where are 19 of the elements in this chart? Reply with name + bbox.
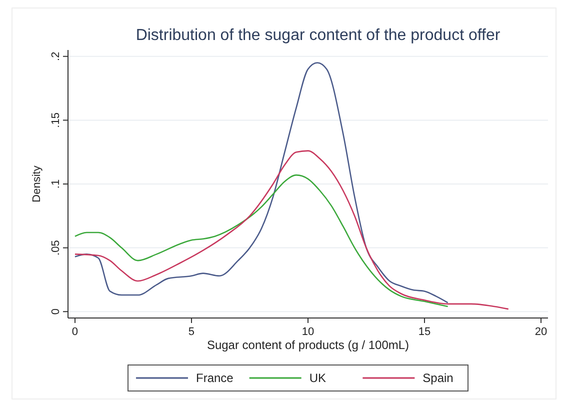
x-tick-label: 0 (72, 326, 78, 338)
y-tick-label: .05 (50, 240, 62, 256)
x-tick-label: 15 (418, 326, 431, 338)
x-tick-label: 5 (188, 326, 195, 338)
y-tick-label: .2 (50, 52, 62, 61)
legend-label: France (196, 371, 234, 385)
x-axis-title: Sugar content of products (g / 100mL) (206, 338, 410, 352)
chart-title: Distribution of the sugar content of the product offer (136, 27, 501, 44)
line-series (74, 150, 510, 310)
y-axis-title: Density (31, 165, 43, 202)
y-tick-label: .1 (50, 179, 62, 189)
y-tick-label: .15 (50, 112, 62, 128)
x-tick-label: 20 (534, 326, 548, 338)
y-tick-label: 0 (50, 308, 62, 315)
legend-label: Spain (422, 371, 454, 385)
line-series (74, 174, 448, 308)
legend-label: UK (309, 371, 326, 385)
x-tick-label: 10 (302, 326, 314, 338)
line-series (74, 62, 448, 304)
